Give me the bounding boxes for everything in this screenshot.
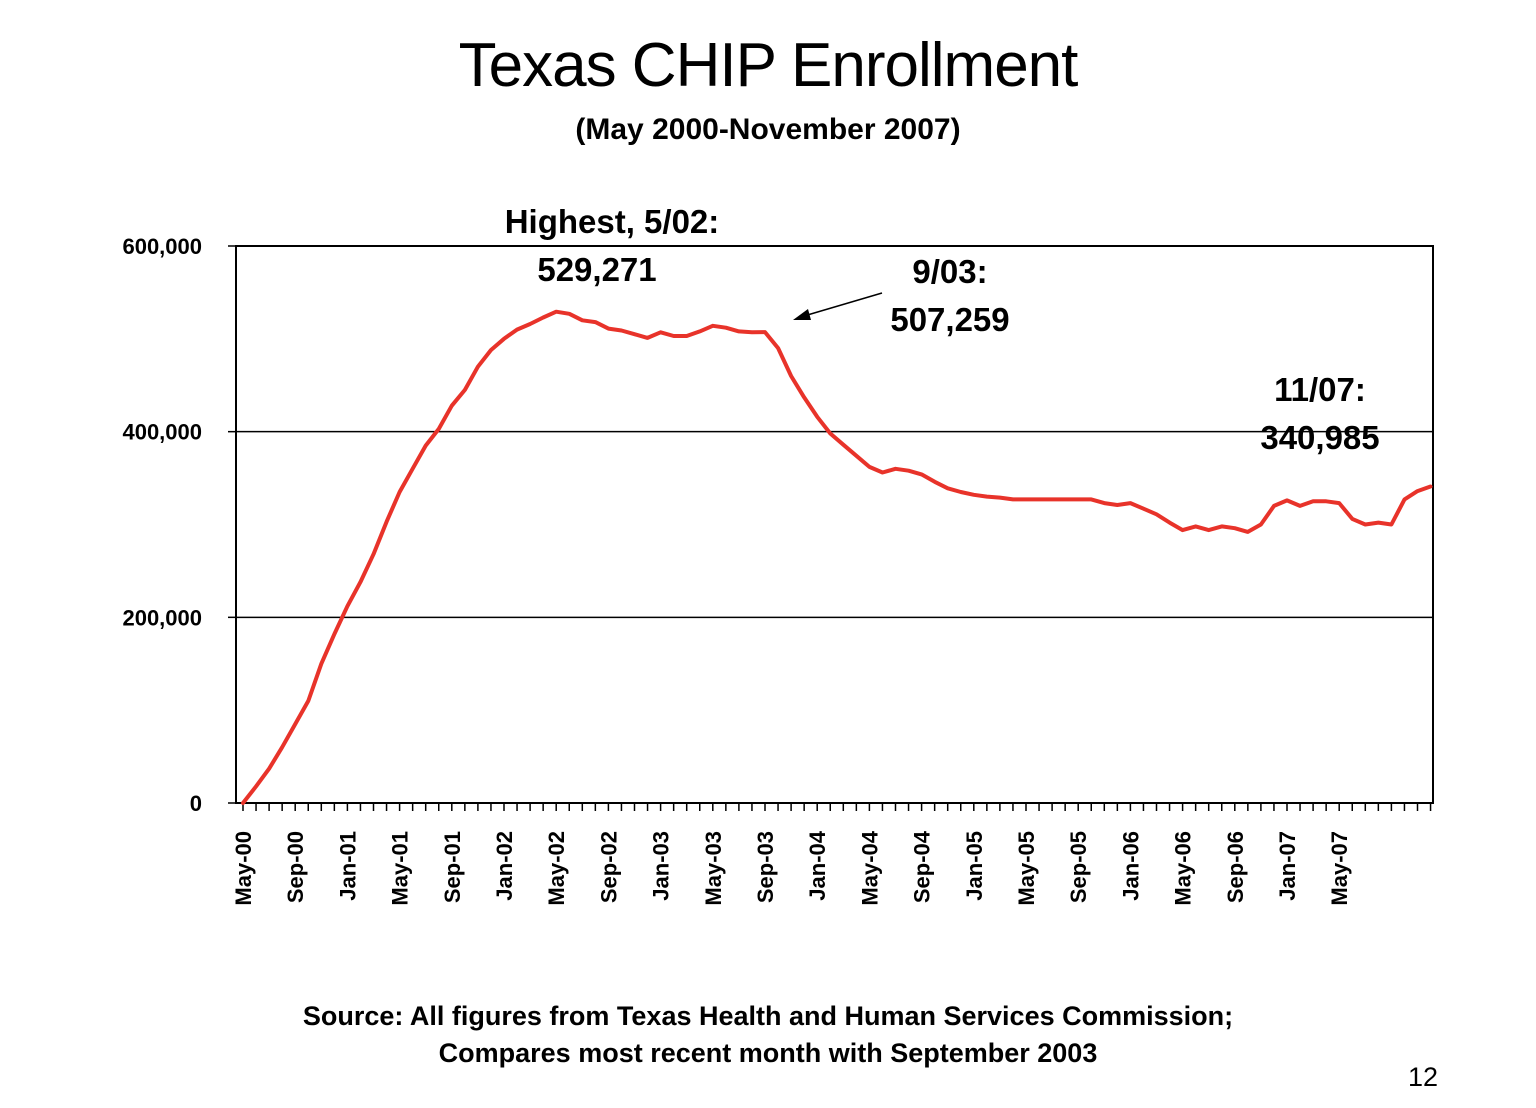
peak-annotation: Highest, 5/02: 529,271 xyxy=(470,198,754,294)
nov07-annotation-value: 340,985 xyxy=(1260,419,1380,456)
nov07-annotation-label: 11/07: xyxy=(1274,371,1366,408)
x-tick-label: Jan-06 xyxy=(1118,831,1143,901)
x-tick-label: Jan-04 xyxy=(805,830,830,900)
x-axis-tick-labels: May-00 Sep-00 Jan-01 May-01 Sep-01 Jan-02 May-… xyxy=(231,830,1352,905)
series-layer xyxy=(241,309,1433,805)
x-tick-label: May-00 xyxy=(231,831,256,906)
annotation-arrow-shaft xyxy=(803,292,883,317)
x-tick-label: Sep-02 xyxy=(596,831,621,903)
x-tick-label: May-01 xyxy=(388,831,413,906)
source-note: Source: All figures from Texas Health an… xyxy=(0,998,1536,1072)
x-tick-label: May-04 xyxy=(857,830,882,905)
x-tick-label: Sep-00 xyxy=(283,831,308,903)
source-line-2: Compares most recent month with Septembe… xyxy=(438,1038,1098,1068)
peak-annotation-value: 529,271 xyxy=(537,251,657,288)
x-tick-label: Jan-02 xyxy=(492,831,517,901)
sep03-annotation-label: 9/03: xyxy=(912,253,988,290)
x-tick-label: May-06 xyxy=(1171,831,1196,906)
sep03-annotation: 9/03: 507,259 xyxy=(858,248,1042,344)
y-tick-label: 200,000 xyxy=(122,605,202,630)
x-tick-label: Sep-03 xyxy=(753,831,778,903)
x-tick-label: Jan-01 xyxy=(335,831,360,901)
y-tick-label: 0 xyxy=(190,791,202,816)
annotation-arrowhead xyxy=(793,309,811,320)
plot-frame xyxy=(235,245,1434,804)
y-tick-label: 400,000 xyxy=(122,420,202,445)
x-tick-label: Jan-05 xyxy=(962,831,987,901)
y-axis-tick-labels: 0 200,000 400,000 600,000 xyxy=(122,234,236,816)
source-line-1: Source: All figures from Texas Health an… xyxy=(302,1001,1234,1031)
page-number: 12 xyxy=(1408,1062,1439,1092)
x-tick-label: Sep-06 xyxy=(1223,831,1248,903)
y-tick-label: 600,000 xyxy=(122,234,202,259)
series-line xyxy=(241,309,1433,805)
x-tick-label: May-03 xyxy=(701,831,726,906)
x-tick-label: Sep-01 xyxy=(440,831,465,903)
nov07-annotation: 11/07: 340,985 xyxy=(1234,366,1406,462)
x-tick-label: May-05 xyxy=(1014,831,1039,906)
x-axis-tick-marks xyxy=(242,803,1432,811)
peak-annotation-label: Highest, 5/02: xyxy=(504,203,720,240)
x-tick-label: Sep-04 xyxy=(910,830,935,903)
x-tick-label: Jan-07 xyxy=(1275,831,1300,901)
chart-title: Texas CHIP Enrollment xyxy=(458,31,1079,100)
x-tick-label: Sep-05 xyxy=(1066,831,1091,903)
x-tick-label: May-07 xyxy=(1327,831,1352,906)
x-tick-label: Jan-03 xyxy=(649,831,674,901)
chart-subtitle: (May 2000-November 2007) xyxy=(575,113,961,146)
x-tick-label: May-02 xyxy=(544,831,569,906)
sep03-annotation-value: 507,259 xyxy=(890,301,1010,338)
